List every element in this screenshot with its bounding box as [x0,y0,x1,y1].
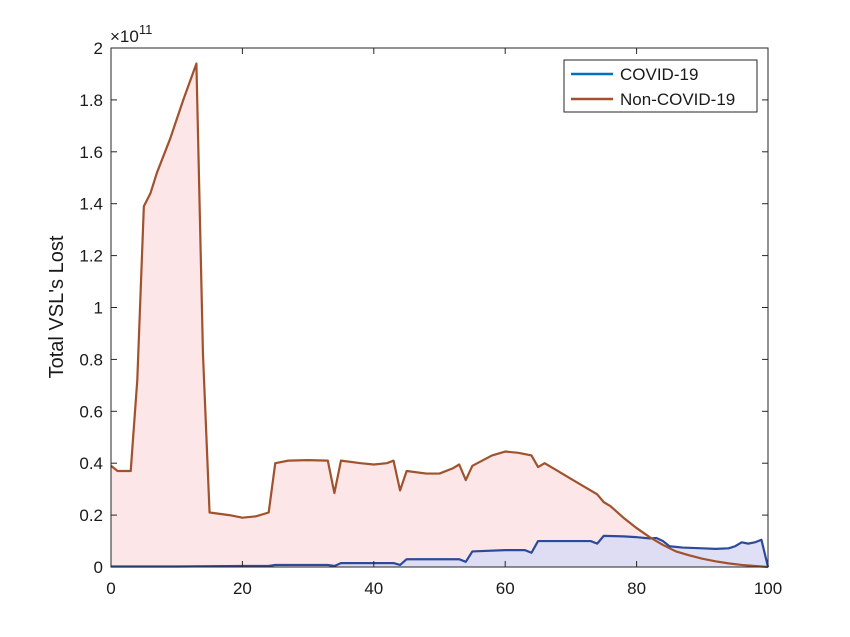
area-fills [111,63,768,567]
y-tick-label: 1 [94,299,103,318]
x-tick-label: 100 [754,579,782,598]
y-axis-exponent-base: ×10 [110,27,139,46]
area-fill-covid [111,535,768,567]
y-axis-title: Total VSL's Lost [46,235,68,378]
y-tick-label: 0.6 [79,402,103,421]
series-line-non-covid [110,62,769,569]
y-axis-exponent-power: 11 [139,22,153,37]
legend: COVID-19 Non-COVID-19 [563,59,758,113]
legend-box [563,59,758,113]
y-tick-label: 1.4 [79,195,103,214]
legend-label-non-covid: Non-COVID-19 [620,90,735,109]
y-tick-label: 2 [94,39,103,58]
y-tick-label: 1.6 [79,143,103,162]
series-lines [110,62,770,569]
y-tick-label: 0.8 [79,350,103,369]
area-fill-non-covid [111,63,768,567]
x-tick-label: 60 [496,579,515,598]
y-tick-label: 0.2 [79,506,103,525]
legend-label-covid: COVID-19 [620,65,698,84]
y-axis-exponent-label: ×1011 [110,22,152,46]
x-tick-label: 20 [233,579,252,598]
series-line-covid [111,534,770,568]
y-tick-label: 1.8 [79,91,103,110]
x-tick-label: 0 [106,579,115,598]
y-tick-label: 1.2 [79,247,103,266]
y-tick-label: 0.4 [79,454,103,473]
axis-tick-labels: 0 20 40 60 80 100 0 0.2 0.4 0.6 0.8 1 1.2 1.4 1.6 1.8 2 [79,39,782,598]
x-tick-label: 40 [364,579,383,598]
y-tick-label: 0 [94,558,103,577]
axis-ticks [110,47,769,568]
x-tick-label: 80 [627,579,646,598]
